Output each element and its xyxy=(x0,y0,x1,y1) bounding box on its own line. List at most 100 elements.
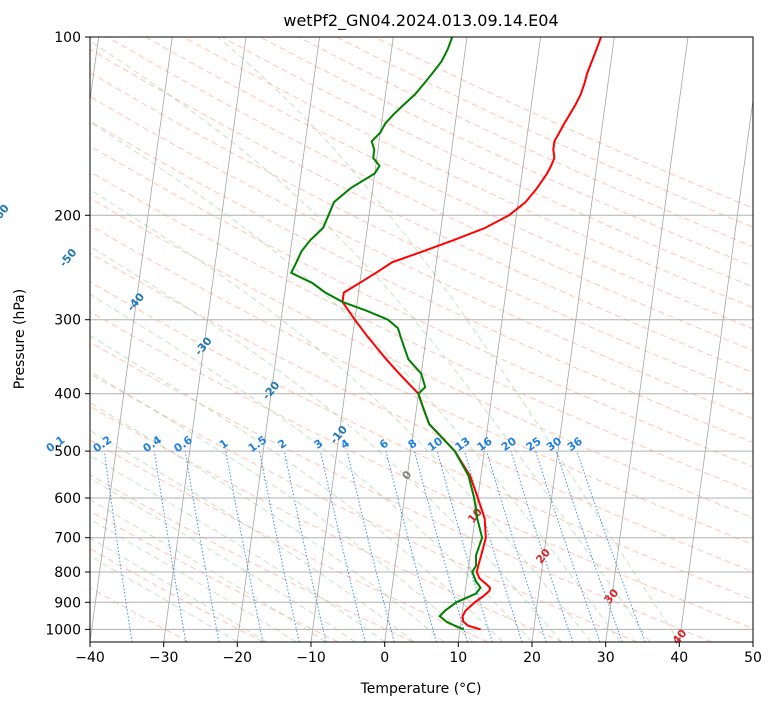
x-axis-label: Temperature (°C) xyxy=(360,681,482,697)
y-tick-label: 100 xyxy=(54,30,81,46)
dewpoint-profile xyxy=(289,37,484,631)
y-tick-label: 700 xyxy=(54,531,81,547)
mixing-ratio-line xyxy=(414,450,468,642)
mixing-ratio-label: 6 xyxy=(377,437,391,452)
mixing-ratio-line xyxy=(385,450,437,642)
moist-adiabat xyxy=(90,335,503,642)
isotherm-label: -30 xyxy=(192,334,215,358)
isotherm-line xyxy=(236,37,320,642)
isotherm-line xyxy=(678,97,753,642)
x-tick-label: −20 xyxy=(223,650,253,666)
moist-adiabat xyxy=(90,518,297,642)
x-tick-label: 30 xyxy=(597,650,615,666)
dry-adiabat xyxy=(90,48,753,374)
mixing-ratio-label: 2 xyxy=(275,437,289,452)
moist-adiabat xyxy=(90,555,238,642)
dry-adiabat xyxy=(90,341,712,642)
dry-adiabat xyxy=(90,373,638,642)
dry-adiabat xyxy=(90,405,563,642)
y-tick-label: 800 xyxy=(54,565,81,581)
dry-adiabat xyxy=(90,171,753,493)
isotherm-line xyxy=(605,37,689,642)
dry-adiabat xyxy=(90,281,753,601)
dry-adiabat xyxy=(259,37,753,268)
moist-adiabat xyxy=(90,454,385,642)
mixing-ratio-label: 3 xyxy=(312,437,326,452)
dry-adiabat xyxy=(90,439,488,642)
dry-adiabat xyxy=(90,120,753,444)
dry-adiabat xyxy=(90,252,753,573)
mixing-ratio-line xyxy=(103,451,133,642)
moist-adiabat xyxy=(217,37,680,642)
chart-title: wetPf2_GN04.2024.013.09.14.E04 xyxy=(283,11,558,31)
dry-adiabat xyxy=(90,95,753,420)
dry-adiabat xyxy=(90,310,753,630)
x-tick-label: −10 xyxy=(296,650,326,666)
mixing-ratio-line xyxy=(259,451,300,642)
isotherm-line xyxy=(90,37,173,642)
moist-adiabat xyxy=(90,498,326,642)
isotherm-label: -20 xyxy=(260,379,283,403)
x-tick-label: 20 xyxy=(523,650,541,666)
y-tick-label: 200 xyxy=(54,208,81,224)
background-lines xyxy=(90,37,753,642)
dry-adiabat xyxy=(183,37,753,309)
profiles xyxy=(289,37,602,631)
y-tick-label: 400 xyxy=(54,387,81,403)
mixing-ratio-line xyxy=(320,450,366,642)
mixing-ratio-line xyxy=(346,450,395,642)
dry-adiabat xyxy=(90,224,753,545)
isotherm-label: -60 xyxy=(0,202,12,226)
mixing-ratio-label: 1.5 xyxy=(246,433,269,455)
x-tick-label: 0 xyxy=(380,650,389,666)
y-tick-label: 300 xyxy=(54,313,81,329)
dry-adiabat xyxy=(145,37,753,330)
plot-frame xyxy=(89,36,754,643)
isotherm-line xyxy=(310,37,394,642)
y-axis-ticks: 100 200 300 400 500 600 700 800 900 1000 xyxy=(45,30,90,638)
isotherm-line xyxy=(752,639,753,642)
dry-adiabat xyxy=(90,145,753,468)
mixing-ratio-line xyxy=(184,451,220,642)
y-axis-label: Pressure (hPa) xyxy=(12,289,28,389)
y-tick-label: 500 xyxy=(54,444,81,460)
isotherm-line xyxy=(384,37,468,642)
mixing-ratio-line xyxy=(225,451,264,642)
x-tick-label: 40 xyxy=(670,650,688,666)
moist-adiabat xyxy=(90,477,356,642)
dry-adiabat xyxy=(90,548,264,642)
isotherm-label: -40 xyxy=(124,290,147,314)
temperature-profile xyxy=(341,37,602,631)
isotherm-label: 20 xyxy=(533,546,553,566)
moist-adiabat xyxy=(90,370,474,642)
moist-adiabat xyxy=(90,188,592,642)
moist-adiabat xyxy=(90,537,268,642)
mixing-ratio-label: 0.4 xyxy=(141,433,165,455)
x-tick-label: 50 xyxy=(744,650,762,666)
mixing-ratio-line xyxy=(576,450,646,642)
x-tick-label: −40 xyxy=(75,650,105,666)
mixing-ratio-line xyxy=(535,450,601,642)
dry-adiabat xyxy=(90,71,753,396)
mixing-ratio-line xyxy=(555,450,623,642)
dry-adiabat xyxy=(90,197,753,519)
isotherm-label: -50 xyxy=(57,246,80,270)
mixing-ratio-line xyxy=(486,450,547,642)
isotherm-line xyxy=(163,37,247,642)
y-tick-label: 1000 xyxy=(45,622,81,638)
isotherm-label: 0 xyxy=(399,468,414,482)
isotherm-line xyxy=(90,37,99,104)
isotherm-line xyxy=(531,37,615,642)
moist-adiabat xyxy=(90,40,651,642)
grid xyxy=(90,37,753,642)
moist-adiabat xyxy=(90,245,562,642)
x-tick-label: 10 xyxy=(449,650,467,666)
moist-adiabat xyxy=(90,293,533,642)
mixing-ratio-labels: 0.1 0.2 0.4 0.6 1 1.5 2 3 4 6 8 10 13 16 20 25 30 36 xyxy=(44,433,585,455)
y-tick-label: 900 xyxy=(54,595,81,611)
mixing-ratio-line xyxy=(283,450,327,642)
mixing-ratio-label: 1 xyxy=(217,437,231,452)
x-axis-ticks: −40 −30 −20 −10 0 10 20 30 40 50 xyxy=(75,642,762,666)
